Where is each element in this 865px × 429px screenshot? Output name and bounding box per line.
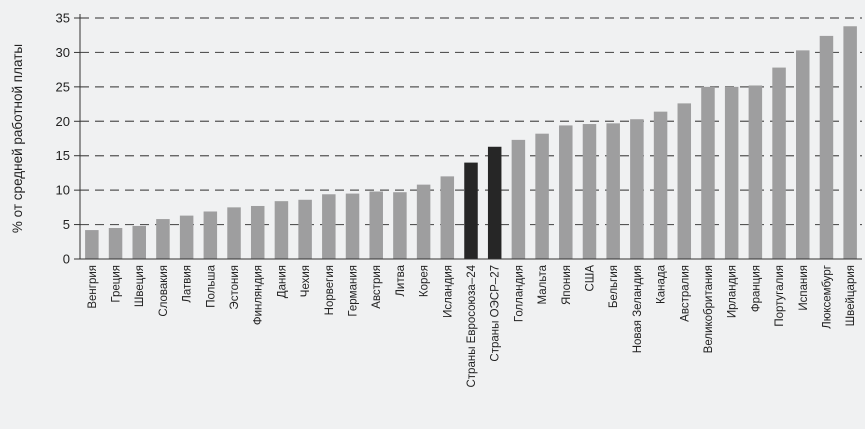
bar	[440, 176, 455, 259]
x-tick-label: Чехия	[300, 265, 312, 297]
x-tick-label: Германия	[348, 265, 360, 317]
x-tick-label: Австралия	[679, 265, 691, 322]
x-tick-label: Португалия	[774, 265, 786, 327]
x-tick-label: Испания	[798, 265, 810, 311]
bar	[227, 207, 241, 259]
bar	[582, 124, 597, 259]
bar	[701, 86, 715, 259]
bar	[369, 191, 383, 259]
y-tick-label: 15	[56, 148, 70, 163]
bar	[156, 219, 170, 259]
bar	[322, 194, 336, 259]
bar	[298, 199, 312, 259]
x-tick-label: Греция	[111, 265, 123, 303]
x-tick-label: Австрия	[371, 265, 383, 309]
x-tick-label: Латвия	[182, 265, 194, 303]
x-tick-label: Канада	[656, 264, 668, 304]
x-tick-labels: Венгрия Греция Швеция Словакия Латвия Польша Э…	[87, 264, 857, 387]
x-tick-label: США	[584, 265, 596, 292]
x-tick-label: Литва	[395, 264, 407, 296]
x-tick-label: Эстония	[229, 265, 241, 310]
y-tick-label: 5	[63, 217, 70, 232]
y-tick-label: 10	[56, 183, 70, 198]
bar	[796, 50, 810, 260]
bar	[511, 139, 526, 259]
y-tick-label: 20	[56, 114, 70, 129]
x-tick-label: Бельгия	[608, 265, 620, 308]
bar	[653, 111, 668, 259]
x-tick-label: Норвегия	[324, 265, 336, 315]
x-tick-label: Страны Евросоюза–24	[466, 264, 478, 387]
bar	[559, 125, 573, 259]
y-tick-label: 25	[56, 79, 70, 94]
bar	[393, 192, 407, 259]
bar	[630, 119, 644, 259]
bar	[819, 35, 834, 259]
y-tick-label: 30	[56, 45, 70, 60]
bar	[250, 205, 265, 259]
x-tick-label: Мальта	[537, 264, 549, 304]
bar	[487, 146, 502, 259]
x-tick-label: Швеция	[134, 265, 146, 307]
bar	[772, 67, 786, 259]
bar	[274, 201, 289, 259]
x-tick-label: Польша	[205, 264, 217, 307]
x-tick-label: Голландия	[513, 265, 525, 322]
x-tick-label: Великобритания	[703, 265, 715, 353]
x-tick-label: Люксембург	[821, 265, 833, 329]
y-tick-label: 0	[63, 252, 70, 267]
x-tick-label: Венгрия	[87, 265, 99, 309]
bar	[464, 162, 478, 259]
bar	[748, 85, 763, 259]
x-tick-label: Новая Зеландия	[632, 265, 644, 353]
bar	[179, 215, 194, 259]
x-tick-label: Франция	[750, 265, 762, 312]
bar	[345, 193, 360, 259]
bar	[724, 86, 739, 259]
x-tick-label: Ирландия	[727, 265, 739, 318]
bar	[85, 230, 99, 259]
y-axis-title: % от средней работной платы	[10, 44, 25, 233]
x-tick-label: Япония	[561, 265, 573, 305]
bar	[203, 211, 218, 259]
bar	[677, 103, 692, 259]
bar	[132, 225, 146, 259]
x-tick-label: Страны ОЭСР–27	[490, 265, 502, 362]
bars	[85, 26, 857, 260]
x-tick-label: Дания	[276, 265, 288, 298]
bar	[416, 184, 431, 259]
bar	[606, 123, 620, 259]
bar	[843, 26, 857, 259]
bar	[108, 228, 123, 259]
x-tick-label: Корея	[419, 265, 431, 297]
x-tick-label: Финляндия	[253, 265, 265, 325]
x-tick-label: Исландия	[442, 265, 454, 318]
bar	[535, 133, 549, 259]
y-tick-label: 35	[56, 11, 70, 26]
x-tick-label: Словакия	[158, 265, 170, 317]
x-tick-label: Швейцария	[845, 265, 857, 326]
y-tick-labels: 0 5 10 15 20 25 30 35	[56, 11, 70, 267]
